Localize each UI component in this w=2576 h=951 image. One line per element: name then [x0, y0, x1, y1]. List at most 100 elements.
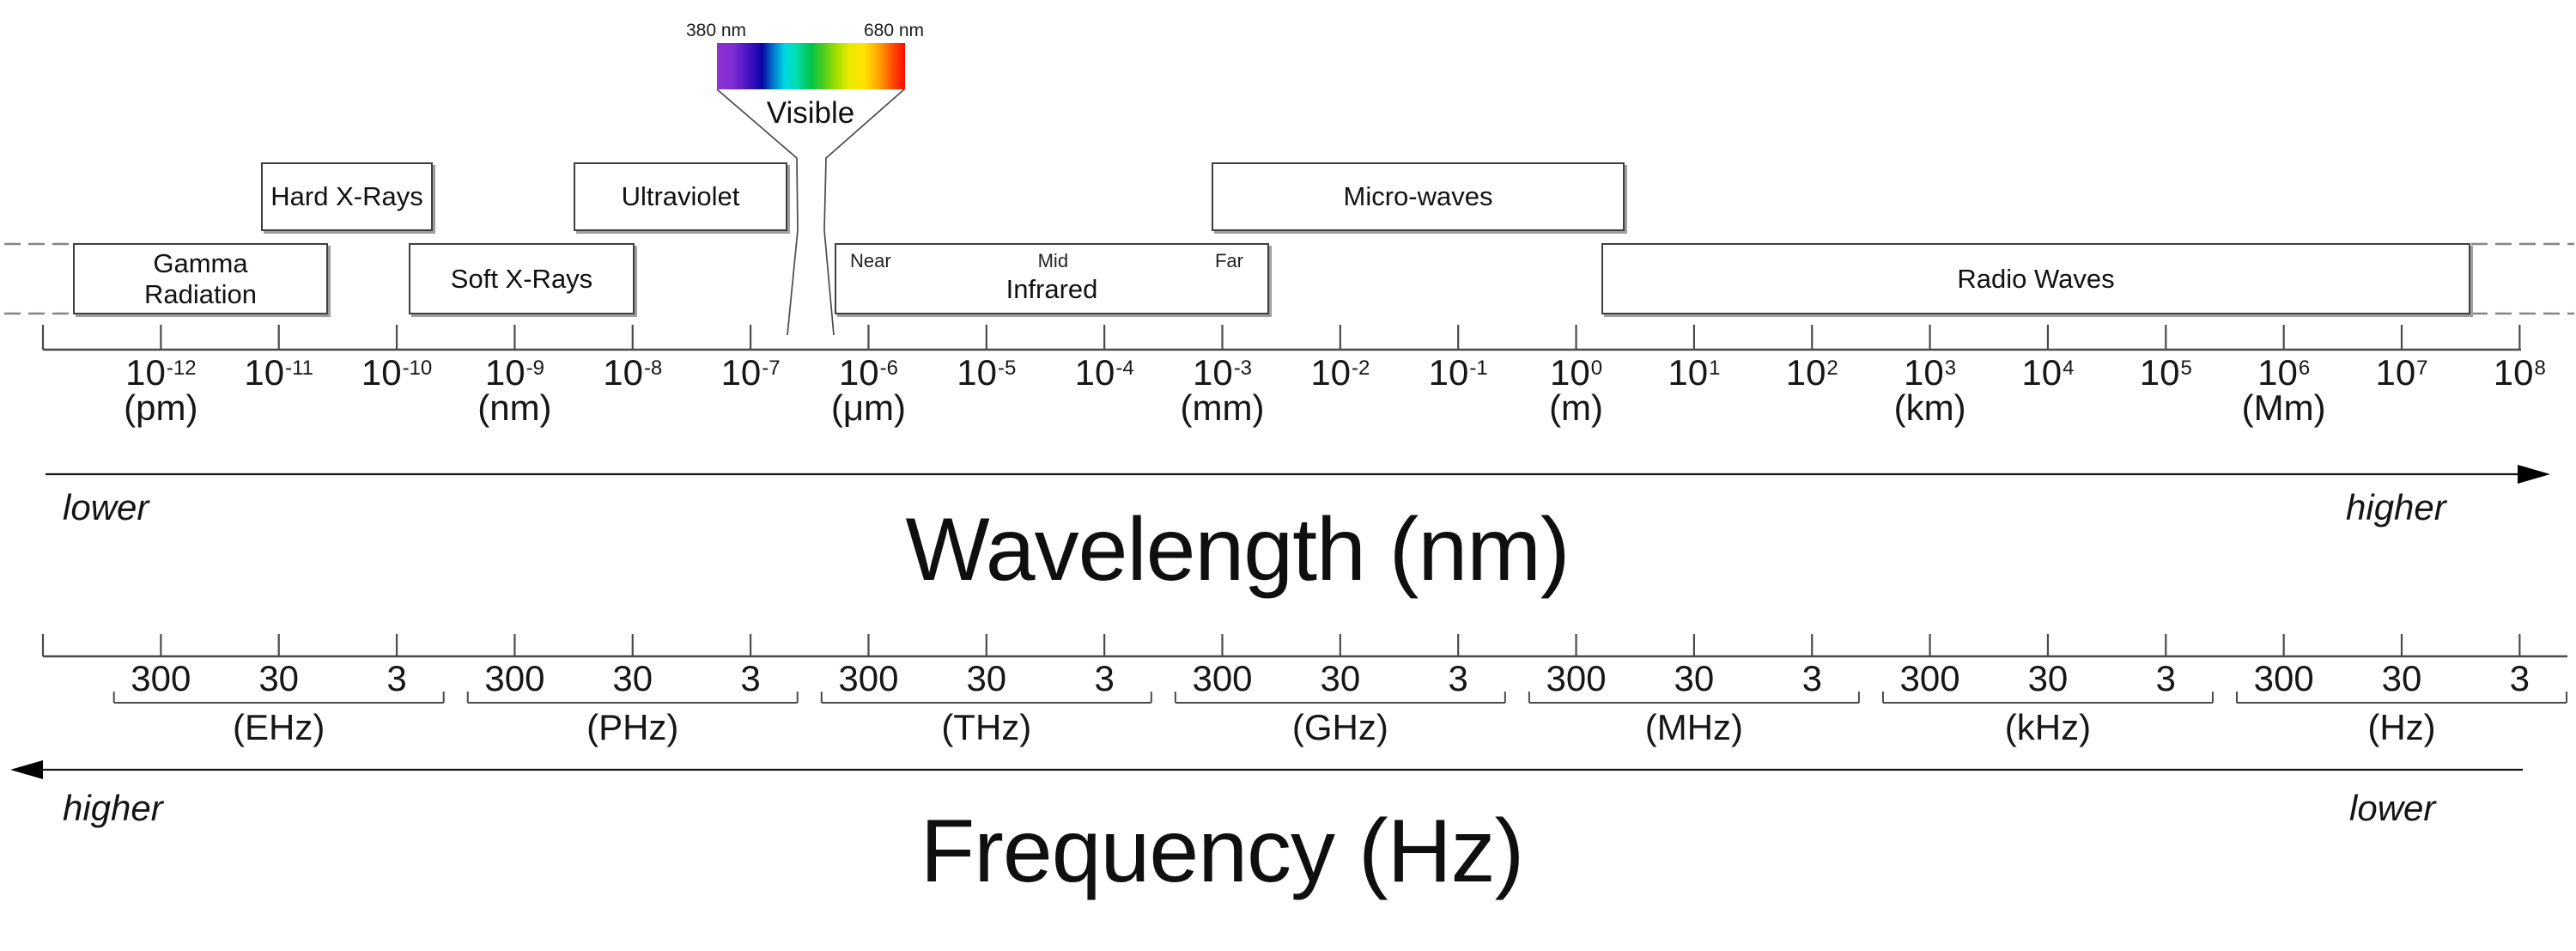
frequency-value-label: 3: [1448, 658, 1468, 698]
infrared-label: Infrared: [1005, 274, 1098, 304]
frequency-value-label: 3: [2155, 658, 2176, 698]
wavelength-power-base: 10: [244, 352, 285, 393]
wavelength-power-label: 10-2: [1310, 355, 1370, 391]
frequency-unit-label: (MHz): [1644, 707, 1744, 747]
wavelength-power-base: 10: [1904, 352, 1944, 393]
wavelength-power-exponent: 1: [1709, 357, 1721, 380]
wavelength-power-base: 10: [1785, 352, 1826, 393]
wavelength-power-label: 10-3: [1193, 355, 1252, 391]
band-box-radio-waves: Radio Waves: [1601, 243, 2470, 314]
wavelength-power-label: 10-6: [839, 355, 898, 391]
microwaves-label: Micro-waves: [1343, 181, 1493, 211]
wavelength-power-base: 10: [1192, 352, 1233, 393]
wavelength-power-exponent: 6: [2298, 357, 2311, 380]
frequency-arrowhead-left-icon: [10, 760, 43, 779]
wavelength-power-exponent: -4: [1115, 357, 1134, 380]
visible-funnel-right-line: [823, 88, 905, 336]
band-box-soft-xrays: Soft X-Rays: [409, 243, 635, 314]
wavelength-power-exponent: -8: [643, 357, 663, 380]
wavelength-ticks: [41, 325, 2521, 350]
wavelength-power-label: 10-8: [603, 355, 662, 391]
wavelength-power-base: 10: [484, 352, 526, 393]
wavelength-power-exponent: 3: [1944, 357, 1957, 380]
hard-xrays-label: Hard X-Rays: [270, 181, 423, 211]
frequency-value-label: 300: [2253, 658, 2314, 698]
wavelength-power-label: 101: [1668, 355, 1720, 391]
wavelength-power-exponent: 0: [1590, 357, 1603, 380]
band-box-hard-xrays: Hard X-Rays: [261, 162, 433, 231]
wavelength-power-label: 107: [2375, 355, 2427, 391]
wavelength-unit-label: (mm): [1180, 387, 1265, 428]
frequency-value-label: 300: [838, 658, 899, 698]
wavelength-power-exponent: 8: [2534, 357, 2546, 380]
wavelength-power-label: 104: [2021, 355, 2074, 391]
wavelength-power-label: 102: [1786, 355, 1838, 391]
wavelength-power-base: 10: [2493, 352, 2534, 393]
wavelength-power-base: 10: [1668, 352, 1709, 393]
infrared-sub-bands-row: Near Mid Far: [836, 250, 1267, 272]
wavelength-power-base: 10: [2375, 352, 2416, 393]
wavelength-unit-label: (Mm): [2241, 387, 2326, 428]
wavelength-power-base: 10: [1428, 352, 1469, 393]
frequency-value-label: 30: [1674, 658, 1715, 698]
band-box-ultraviolet: Ultraviolet: [574, 162, 787, 231]
wavelength-power-base: 10: [361, 352, 402, 393]
visible-spectrum-gradient-bar: [717, 43, 905, 89]
wavelength-power-label: 10-1: [1429, 355, 1488, 391]
wavelength-power-label: 108: [2494, 355, 2546, 391]
wavelength-power-exponent: 7: [2416, 357, 2428, 380]
frequency-value-label: 300: [1546, 658, 1607, 698]
wavelength-unit-label: (μm): [830, 387, 907, 428]
frequency-value-label: 30: [2381, 658, 2422, 698]
wavelength-arrowhead-right-icon: [2518, 465, 2550, 484]
wavelength-power-label: 10-9: [485, 355, 544, 391]
wavelength-power-label: 10-5: [957, 355, 1016, 391]
wavelength-power-base: 10: [2257, 352, 2298, 393]
wavelength-power-label: 10-10: [361, 355, 432, 391]
wavelength-power-exponent: -2: [1352, 357, 1370, 380]
frequency-value-label: 3: [386, 658, 407, 698]
frequency-unit-label: (PHz): [586, 707, 679, 747]
frequency-direction-right-label: lower: [2349, 788, 2436, 828]
wavelength-power-exponent: -9: [526, 357, 544, 380]
visible-band-label: Visible: [766, 96, 855, 130]
frequency-value-label: 3: [740, 658, 761, 698]
gamma-label-line1: Gamma: [153, 247, 248, 278]
wavelength-power-base: 10: [957, 352, 997, 393]
frequency-unit-label: (EHz): [233, 707, 325, 747]
wavelength-power-label: 105: [2140, 355, 2192, 391]
frequency-unit-brackets: [112, 692, 2567, 704]
frequency-ticks: [41, 634, 2521, 656]
wavelength-unit-label: (pm): [124, 387, 198, 428]
band-box-infrared: Near Mid Far Infrared: [835, 243, 1269, 314]
frequency-value-label: 30: [2027, 658, 2069, 698]
wavelength-power-exponent: -6: [879, 357, 898, 380]
frequency-value-label: 300: [1899, 658, 1960, 698]
frequency-value-label: 3: [1094, 658, 1115, 698]
visible-max-wavelength-label: 680 nm: [863, 21, 925, 40]
frequency-value-label: 300: [131, 658, 191, 698]
frequency-value-label: 300: [484, 658, 545, 698]
frequency-unit-label: (kHz): [2004, 707, 2092, 747]
wavelength-power-exponent: -1: [1469, 357, 1488, 380]
frequency-value-label: 3: [1801, 658, 1822, 698]
wavelength-power-exponent: -10: [402, 357, 433, 380]
wavelength-power-exponent: -5: [997, 357, 1017, 380]
wavelength-power-exponent: 5: [2180, 357, 2192, 380]
band-box-microwaves: Micro-waves: [1212, 162, 1625, 231]
wavelength-power-base: 10: [125, 352, 166, 393]
wavelength-power-base: 10: [1550, 352, 1590, 393]
wavelength-power-base: 10: [603, 352, 643, 393]
radio-waves-label: Radio Waves: [1957, 263, 2115, 294]
wavelength-unit-label: (nm): [477, 387, 552, 428]
infrared-far-label: Far: [1214, 250, 1243, 271]
wavelength-power-exponent: -11: [285, 357, 313, 380]
visible-funnel-left-line: [716, 88, 799, 336]
soft-xrays-label: Soft X-Rays: [450, 263, 593, 294]
frequency-direction-left-label: higher: [63, 788, 163, 828]
wavelength-power-exponent: -12: [166, 357, 197, 380]
infrared-near-label: Near: [850, 250, 891, 271]
wavelength-power-label: 106: [2257, 355, 2310, 391]
